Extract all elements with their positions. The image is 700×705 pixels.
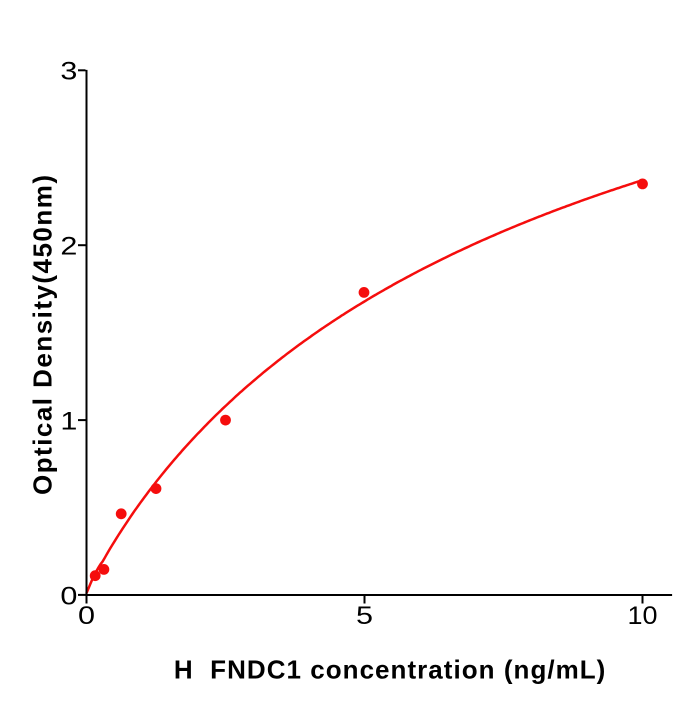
svg-text:H FNDC1 concentration (ng/mL): H FNDC1 concentration (ng/mL) (174, 655, 605, 685)
svg-text:3: 3 (60, 58, 77, 86)
svg-text:0: 0 (78, 602, 95, 630)
svg-text:10: 10 (628, 602, 658, 630)
svg-text:1: 1 (60, 408, 77, 436)
svg-text:0: 0 (60, 582, 77, 610)
svg-text:5: 5 (356, 602, 373, 630)
svg-text:2: 2 (60, 233, 77, 261)
svg-text:Optical Density(450nm): Optical Density(450nm) (28, 175, 58, 495)
